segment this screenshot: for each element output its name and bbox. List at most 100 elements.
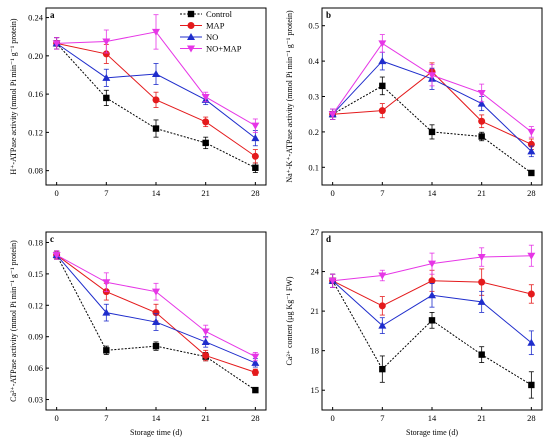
series-map xyxy=(53,37,259,164)
data-point xyxy=(478,351,485,358)
legend-label: NO xyxy=(206,32,218,42)
y-tick-label: 0.06 xyxy=(28,363,43,373)
series-line xyxy=(56,43,256,169)
x-tick-label: 28 xyxy=(527,413,536,423)
y-tick-label: 0.08 xyxy=(28,166,43,176)
x-tick-label: 14 xyxy=(428,188,437,198)
data-point xyxy=(152,318,160,326)
legend-marker xyxy=(187,45,195,53)
data-point xyxy=(152,70,160,78)
x-tick-label: 7 xyxy=(104,188,108,198)
legend-label: Control xyxy=(206,9,233,19)
x-tick-label: 7 xyxy=(380,413,384,423)
x-tick-label: 21 xyxy=(201,188,210,198)
y-axis-label: Na⁺-K⁺-ATPase activity (mmol Pi min⁻¹ g⁻… xyxy=(285,10,294,183)
data-point xyxy=(378,321,387,329)
data-point xyxy=(201,328,210,336)
data-point xyxy=(477,297,486,305)
data-point xyxy=(527,338,536,346)
data-point xyxy=(378,40,387,48)
data-point xyxy=(201,93,210,101)
legend-label: MAP xyxy=(206,21,225,31)
x-tick-label: 7 xyxy=(104,413,108,423)
data-point xyxy=(527,290,535,298)
y-tick-label: 0.15 xyxy=(28,269,43,279)
panel-letter: b xyxy=(326,10,331,20)
x-tick-label: 28 xyxy=(251,188,260,198)
y-tick-label: 0.1 xyxy=(308,162,319,172)
data-point xyxy=(152,342,160,350)
chart-panel-a: a 0.08 0.12 0.16 0.20 0.24 0 7 14 21 28 H⁺-ATPase a… xyxy=(9,7,267,198)
data-point xyxy=(477,254,486,262)
data-point xyxy=(528,381,535,389)
y-tick-label: 15 xyxy=(311,385,320,395)
data-point xyxy=(428,291,436,299)
x-tick-label: 28 xyxy=(527,188,536,198)
data-point xyxy=(102,38,111,46)
data-point xyxy=(379,365,386,373)
x-tick-label: 0 xyxy=(331,188,335,198)
data-point xyxy=(527,128,536,136)
y-tick-label: 0.16 xyxy=(28,89,43,99)
y-tick-label: 24 xyxy=(311,267,320,277)
data-point xyxy=(378,107,386,115)
data-point xyxy=(202,139,209,147)
data-point xyxy=(378,272,387,280)
data-point xyxy=(152,125,160,132)
y-tick-label: 0.24 xyxy=(28,13,44,23)
data-point xyxy=(52,40,61,48)
data-point xyxy=(152,288,160,296)
y-axis-label: Ca²⁺-ATPase activity (mmol Pi min⁻¹ g⁻¹ … xyxy=(9,240,18,402)
series-no-map xyxy=(328,34,536,138)
legend-entry: MAP xyxy=(180,21,225,31)
data-point xyxy=(103,94,110,102)
data-point xyxy=(478,117,486,125)
series-no-map xyxy=(52,250,260,362)
legend-entry: Control xyxy=(180,9,233,19)
data-point xyxy=(428,317,436,324)
data-point xyxy=(102,308,111,316)
y-tick-label: 0.12 xyxy=(28,300,43,310)
panel-letter: d xyxy=(326,234,331,244)
data-point xyxy=(252,386,259,394)
x-axis-label: Storage time (d) xyxy=(406,428,458,437)
y-tick-label: 0.2 xyxy=(308,127,319,137)
data-point xyxy=(152,309,160,317)
x-tick-label: 0 xyxy=(331,413,335,423)
data-point xyxy=(251,368,259,376)
data-point xyxy=(477,89,486,97)
data-point xyxy=(252,164,259,171)
data-point xyxy=(379,82,386,90)
data-point xyxy=(477,99,486,107)
x-tick-label: 21 xyxy=(477,188,486,198)
data-point xyxy=(527,147,536,155)
data-point xyxy=(478,278,486,286)
data-point xyxy=(478,133,485,140)
x-tick-label: 14 xyxy=(152,188,161,198)
legend-marker xyxy=(187,33,195,40)
plot-frame xyxy=(321,7,543,186)
data-point xyxy=(251,353,260,361)
panel-letter: a xyxy=(50,10,55,20)
data-point xyxy=(102,279,111,287)
panel-letter: c xyxy=(50,234,54,244)
data-point xyxy=(251,152,259,160)
chart-panel-c: c 0.03 0.06 0.09 0.12 0.15 0.18 0 7 14 21 28 Storage… xyxy=(9,231,267,437)
data-point xyxy=(378,302,386,310)
x-tick-label: 28 xyxy=(251,413,260,423)
series-control xyxy=(329,76,535,177)
data-point xyxy=(102,50,110,58)
series-line xyxy=(332,280,532,386)
y-axis-label: H⁺-ATPase activity (mmol Pi min⁻¹ g⁻¹ pr… xyxy=(9,18,18,174)
y-tick-label: 0.09 xyxy=(28,332,43,342)
legend-marker xyxy=(187,22,195,29)
data-point xyxy=(251,122,260,130)
data-point xyxy=(201,337,210,345)
data-point xyxy=(428,277,436,285)
y-tick-label: 0.12 xyxy=(28,127,43,137)
series-no-map xyxy=(328,244,536,288)
x-tick-label: 0 xyxy=(55,188,59,198)
y-tick-label: 0.4 xyxy=(308,56,319,66)
